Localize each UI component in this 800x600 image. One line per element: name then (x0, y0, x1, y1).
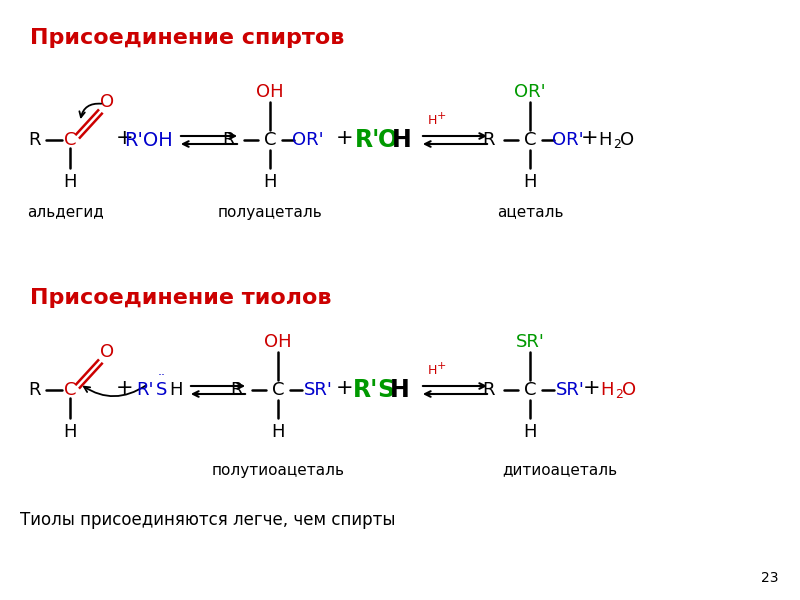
Text: H: H (63, 423, 77, 441)
Text: C: C (264, 131, 276, 149)
Text: OH: OH (264, 333, 292, 351)
Text: OH: OH (256, 83, 284, 101)
Text: ацеталь: ацеталь (497, 205, 563, 220)
Text: C: C (524, 381, 536, 399)
Text: H: H (523, 423, 537, 441)
Text: O: O (620, 131, 634, 149)
Text: O: O (100, 93, 114, 111)
Text: H: H (392, 128, 412, 152)
Text: O: O (378, 128, 398, 152)
Text: OR': OR' (292, 131, 324, 149)
Text: SR': SR' (303, 381, 333, 399)
Text: +: + (116, 378, 134, 398)
Text: Тиолы присоединяются легче, чем спирты: Тиолы присоединяются легче, чем спирты (20, 511, 395, 529)
Text: OR': OR' (514, 83, 546, 101)
Text: +: + (336, 128, 354, 148)
Text: H: H (598, 131, 612, 149)
Text: R: R (28, 381, 41, 399)
Text: R': R' (354, 378, 378, 402)
Text: R': R' (136, 381, 154, 399)
Text: полутиоацеталь: полутиоацеталь (211, 463, 345, 478)
Text: H: H (390, 378, 410, 402)
Text: +: + (336, 378, 354, 398)
Text: R: R (222, 131, 234, 149)
Text: Присоединение тиолов: Присоединение тиолов (30, 288, 331, 308)
Text: альдегид: альдегид (26, 205, 103, 220)
Text: C: C (64, 131, 76, 149)
Text: H: H (271, 423, 285, 441)
Text: полуацеталь: полуацеталь (218, 205, 322, 220)
Text: O: O (100, 343, 114, 361)
Text: R: R (482, 131, 494, 149)
Text: S: S (378, 378, 394, 402)
Text: SR': SR' (515, 333, 545, 351)
Text: H: H (263, 173, 277, 191)
Text: C: C (272, 381, 284, 399)
Text: ··: ·· (158, 370, 166, 383)
Text: H: H (427, 113, 437, 127)
Text: 23: 23 (762, 571, 778, 585)
Text: O: O (622, 381, 636, 399)
Text: C: C (524, 131, 536, 149)
Text: H: H (427, 364, 437, 377)
Text: H: H (170, 381, 182, 399)
Text: +: + (583, 378, 601, 398)
Text: OR': OR' (552, 131, 584, 149)
Text: 2: 2 (613, 139, 621, 151)
Text: 2: 2 (615, 389, 623, 401)
Text: R: R (482, 381, 494, 399)
Text: C: C (64, 381, 76, 399)
Text: R': R' (355, 128, 381, 152)
Text: R'OH: R'OH (124, 130, 172, 149)
Text: H: H (523, 173, 537, 191)
Text: H: H (63, 173, 77, 191)
Text: SR': SR' (555, 381, 585, 399)
Text: +: + (581, 128, 599, 148)
Text: S: S (156, 381, 168, 399)
Text: Присоединение спиртов: Присоединение спиртов (30, 28, 344, 48)
Text: R: R (230, 381, 242, 399)
Text: +: + (436, 361, 446, 371)
Text: H: H (600, 381, 614, 399)
Text: +: + (116, 128, 134, 148)
Text: дитиоацеталь: дитиоацеталь (502, 463, 618, 478)
Text: R: R (28, 131, 41, 149)
Text: +: + (436, 111, 446, 121)
